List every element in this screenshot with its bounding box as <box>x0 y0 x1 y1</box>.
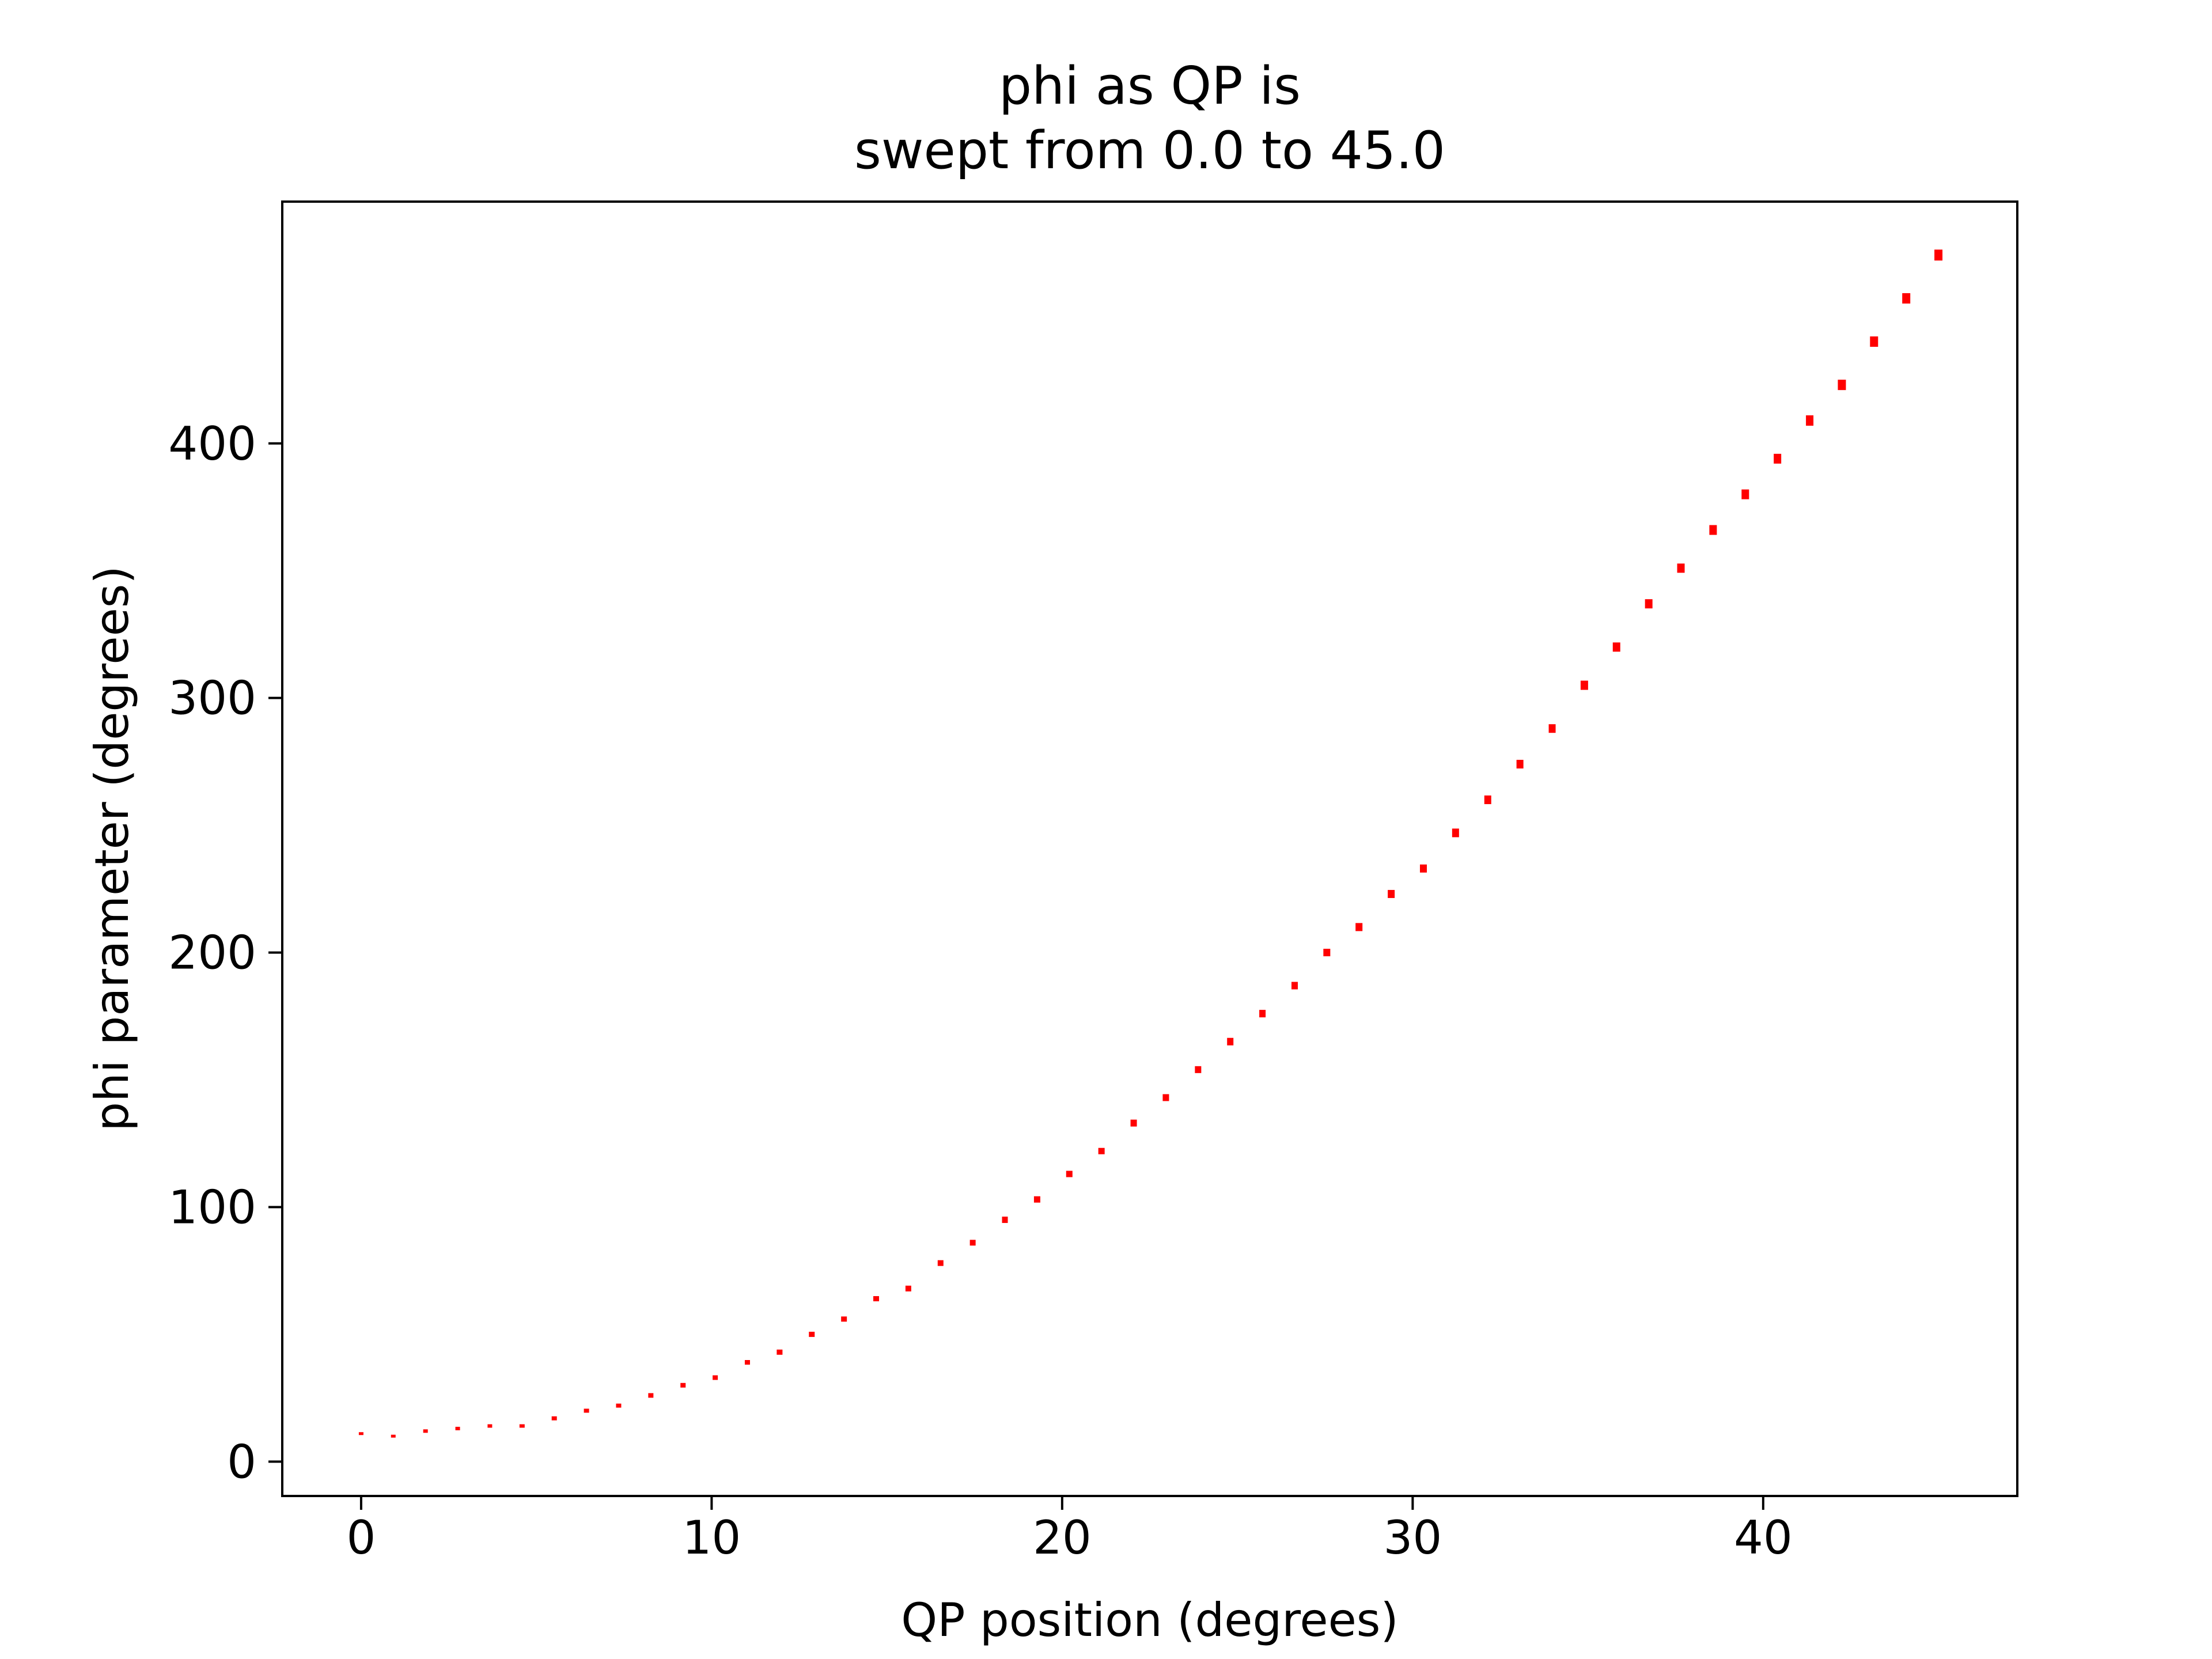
data-point <box>1066 1171 1073 1177</box>
x-tick-label: 0 <box>346 1511 376 1565</box>
data-point <box>1195 1066 1202 1073</box>
data-point <box>1516 760 1524 769</box>
data-point <box>713 1375 718 1380</box>
chart-title-line-2: swept from 0.0 to 45.0 <box>854 120 1445 181</box>
data-point <box>873 1296 880 1302</box>
data-point <box>1227 1037 1234 1046</box>
data-point <box>423 1429 428 1433</box>
data-point <box>1806 415 1814 426</box>
data-point <box>1033 1196 1040 1203</box>
data-point <box>1002 1217 1008 1224</box>
data-point <box>1419 864 1427 873</box>
data-points <box>358 249 1943 1438</box>
data-point <box>1323 949 1331 957</box>
x-axis-label: QP position (degrees) <box>901 1593 1398 1647</box>
data-point <box>1677 563 1685 573</box>
chart-title-line-1: phi as QP is <box>999 56 1301 116</box>
y-tick-label: 300 <box>168 672 256 725</box>
data-point <box>1484 795 1491 804</box>
data-point <box>487 1424 493 1428</box>
data-point <box>1774 453 1782 464</box>
x-tick-label: 20 <box>1033 1511 1092 1565</box>
axes-frame <box>281 200 2018 1497</box>
y-tick-label: 0 <box>227 1435 256 1488</box>
data-point <box>1645 599 1653 609</box>
data-point <box>905 1285 911 1291</box>
x-tick-label: 30 <box>1383 1511 1442 1565</box>
data-point <box>1259 1010 1266 1018</box>
data-point <box>1291 982 1298 990</box>
data-point <box>1709 525 1717 535</box>
x-tick-label: 10 <box>682 1511 741 1565</box>
data-point <box>1548 724 1556 733</box>
data-point <box>937 1260 944 1266</box>
data-point <box>648 1393 654 1398</box>
data-point <box>1130 1119 1137 1127</box>
data-point <box>841 1316 847 1322</box>
y-tick-label: 100 <box>168 1180 256 1234</box>
x-tick-label: 40 <box>1734 1511 1793 1565</box>
y-axis-label: phi parameter (degrees) <box>85 566 139 1131</box>
data-point <box>969 1240 976 1246</box>
data-point <box>358 1432 363 1435</box>
data-point <box>1580 680 1588 690</box>
data-point <box>1612 642 1620 652</box>
data-point <box>519 1424 525 1428</box>
data-point <box>1838 380 1846 391</box>
y-tick-label: 200 <box>168 926 256 980</box>
data-point <box>1934 249 1943 261</box>
data-point <box>777 1349 783 1355</box>
data-point <box>744 1360 750 1365</box>
data-point <box>1098 1147 1105 1154</box>
data-point <box>391 1434 396 1438</box>
data-point <box>1162 1094 1169 1101</box>
data-point <box>1452 828 1459 838</box>
data-point <box>584 1408 589 1413</box>
data-point <box>809 1331 815 1337</box>
data-point <box>680 1382 686 1388</box>
data-point <box>551 1416 557 1421</box>
data-point <box>1870 336 1878 347</box>
data-point <box>1388 889 1395 898</box>
y-tick-label: 400 <box>168 417 256 471</box>
data-point <box>1355 923 1363 931</box>
data-point <box>455 1426 460 1430</box>
data-point <box>1902 293 1911 304</box>
data-point <box>616 1403 622 1408</box>
data-point <box>1741 489 1749 499</box>
